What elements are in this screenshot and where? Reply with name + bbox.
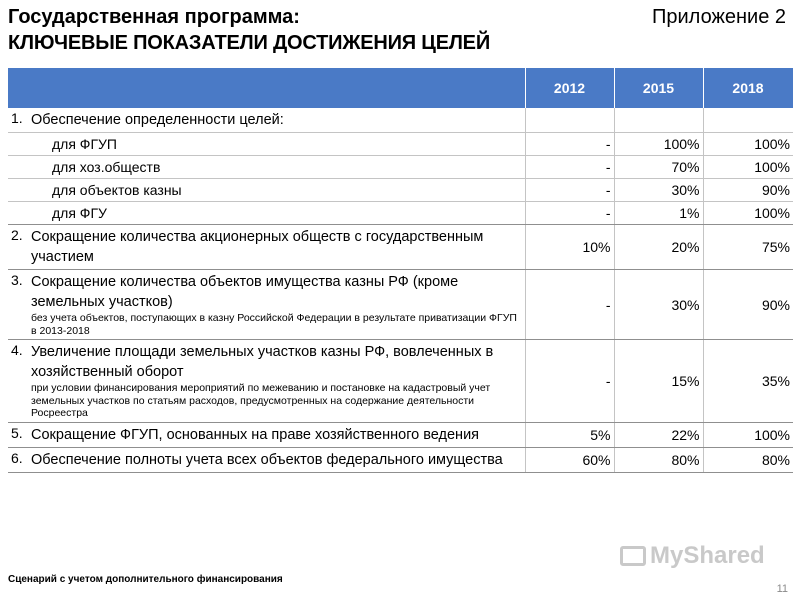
value-2018: 100% <box>702 201 793 225</box>
row-label-cell: 5. Сокращение ФГУП, основанных на праве … <box>8 422 525 448</box>
row-label: для ФГУ <box>8 201 525 225</box>
value-2018: 100% <box>702 132 793 156</box>
value-2015: 22% <box>613 422 703 448</box>
value-2015: 20% <box>613 224 703 270</box>
row-label-cell: 3. Сокращение количества объектов имущес… <box>8 269 525 340</box>
value-2015: 100% <box>613 132 703 156</box>
row-label: Сокращение ФГУП, основанных на праве хоз… <box>31 426 480 443</box>
row-label-cell: 4. Увеличение площади земельных участков… <box>8 339 525 423</box>
value-2012: 60% <box>524 447 614 473</box>
value-2012: - <box>524 201 614 225</box>
presentation-icon <box>620 546 646 566</box>
column-header-2018: 2018 <box>703 68 794 108</box>
appendix-label: Приложение 2 <box>652 6 786 28</box>
value-2012 <box>524 108 614 133</box>
value-2012: - <box>524 178 614 202</box>
value-2018: 100% <box>702 422 793 448</box>
value-2012: - <box>524 339 614 423</box>
value-2018: 90% <box>702 178 793 202</box>
row-note: без учета объектов, поступающих в казну … <box>31 312 517 337</box>
watermark-logo: MyShared <box>620 542 765 570</box>
row-number: 3. <box>11 272 23 288</box>
column-header-2015: 2015 <box>614 68 704 108</box>
page-number: 11 <box>776 583 788 595</box>
row-number: 2. <box>11 227 23 243</box>
value-2015: 30% <box>613 178 703 202</box>
row-label: Сокращение количества объектов имущества… <box>31 274 459 310</box>
value-2012: - <box>524 132 614 156</box>
table-row: для хоз.обществ - 70% 100% <box>8 155 793 179</box>
page-title-line2: КЛЮЧЕВЫЕ ПОКАЗАТЕЛИ ДОСТИЖЕНИЯ ЦЕЛЕЙ <box>8 32 490 54</box>
value-2018 <box>702 108 793 133</box>
table-header-row: 2012 2015 2018 <box>8 68 794 108</box>
value-2012: - <box>524 269 614 340</box>
row-number: 4. <box>11 342 23 358</box>
value-2015: 70% <box>613 155 703 179</box>
table-row: 2. Сокращение количества акционерных общ… <box>8 224 793 270</box>
table-row: 5. Сокращение ФГУП, основанных на праве … <box>8 422 793 448</box>
value-2018: 80% <box>702 447 793 473</box>
value-2012: 10% <box>524 224 614 270</box>
row-label-cell: 1. Обеспечение определенности целей: <box>8 108 525 133</box>
table-row: 4. Увеличение площади земельных участков… <box>8 339 793 423</box>
value-2018: 100% <box>702 155 793 179</box>
value-2015: 80% <box>613 447 703 473</box>
row-number: 6. <box>11 449 23 466</box>
row-label: для хоз.обществ <box>8 155 525 179</box>
row-label: для ФГУП <box>8 132 525 156</box>
table-row: 3. Сокращение количества объектов имущес… <box>8 269 793 340</box>
value-2015: 30% <box>613 269 703 340</box>
row-note: при условии финансирования мероприятий п… <box>31 382 491 419</box>
column-header-2012: 2012 <box>525 68 615 108</box>
value-2015 <box>613 108 703 133</box>
row-label: для объектов казны <box>8 178 525 202</box>
row-label-cell: 2. Сокращение количества акционерных общ… <box>8 224 525 270</box>
scenario-note: Сценарий с учетом дополнительного финанс… <box>8 574 283 585</box>
row-label: Обеспечение определенности целей: <box>31 112 284 128</box>
value-2018: 75% <box>702 224 793 270</box>
watermark-text: MyShared <box>650 542 765 569</box>
value-2012: 5% <box>524 422 614 448</box>
row-label: Увеличение площади земельных участков ка… <box>31 344 494 380</box>
column-header-label <box>8 68 526 108</box>
row-number: 5. <box>11 424 23 441</box>
table-row: для ФГУ - 1% 100% <box>8 201 793 225</box>
row-label-cell: 6. Обеспечение полноты учета всех объект… <box>8 447 525 473</box>
row-number: 1. <box>11 110 23 126</box>
value-2015: 15% <box>613 339 703 423</box>
table-row: 6. Обеспечение полноты учета всех объект… <box>8 447 793 473</box>
page-title-line1: Государственная программа: <box>8 6 300 28</box>
value-2018: 35% <box>702 339 793 423</box>
row-label: Сокращение количества акционерных общест… <box>31 229 484 265</box>
value-2015: 1% <box>613 201 703 225</box>
row-label: Обеспечение полноты учета всех объектов … <box>31 451 503 468</box>
value-2018: 90% <box>702 269 793 340</box>
table-row: 1. Обеспечение определенности целей: <box>8 108 793 133</box>
kpi-table: 2012 2015 2018 1. Обеспечение определенн… <box>8 68 794 473</box>
table-row: для ФГУП - 100% 100% <box>8 132 793 156</box>
value-2012: - <box>524 155 614 179</box>
table-row: для объектов казны - 30% 90% <box>8 178 793 202</box>
